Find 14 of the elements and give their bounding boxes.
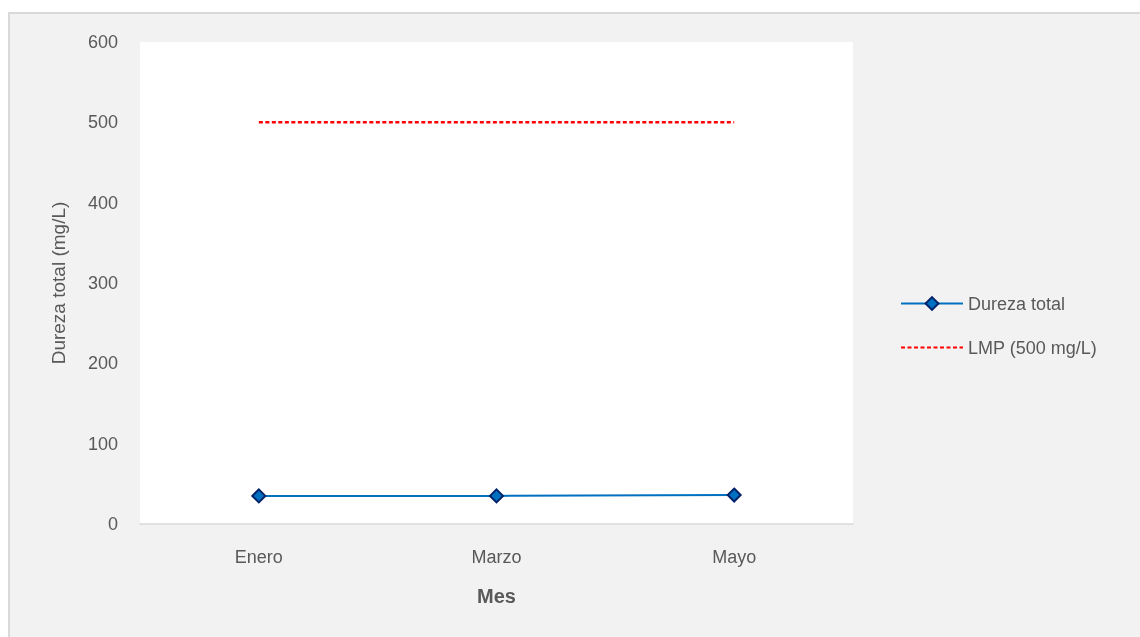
legend-label: LMP (500 mg/L) (968, 337, 1097, 358)
y-axis-title: Dureza total (mg/L) (48, 201, 69, 365)
y-tick-label: 0 (107, 514, 118, 534)
y-tick-label: 300 (87, 273, 118, 293)
y-tick-label: 500 (87, 112, 118, 133)
x-tick-label: Mayo (712, 547, 757, 567)
legend-label: Dureza total (968, 293, 1066, 314)
y-tick-label: 200 (87, 353, 118, 374)
x-tick-label: Enero (234, 547, 283, 567)
x-tick-label: Marzo (471, 547, 522, 567)
y-tick-label: 100 (87, 433, 118, 454)
x-axis-title: Mes (477, 585, 516, 607)
y-tick-label: 400 (87, 192, 118, 213)
y-tick-label: 600 (87, 32, 118, 52)
